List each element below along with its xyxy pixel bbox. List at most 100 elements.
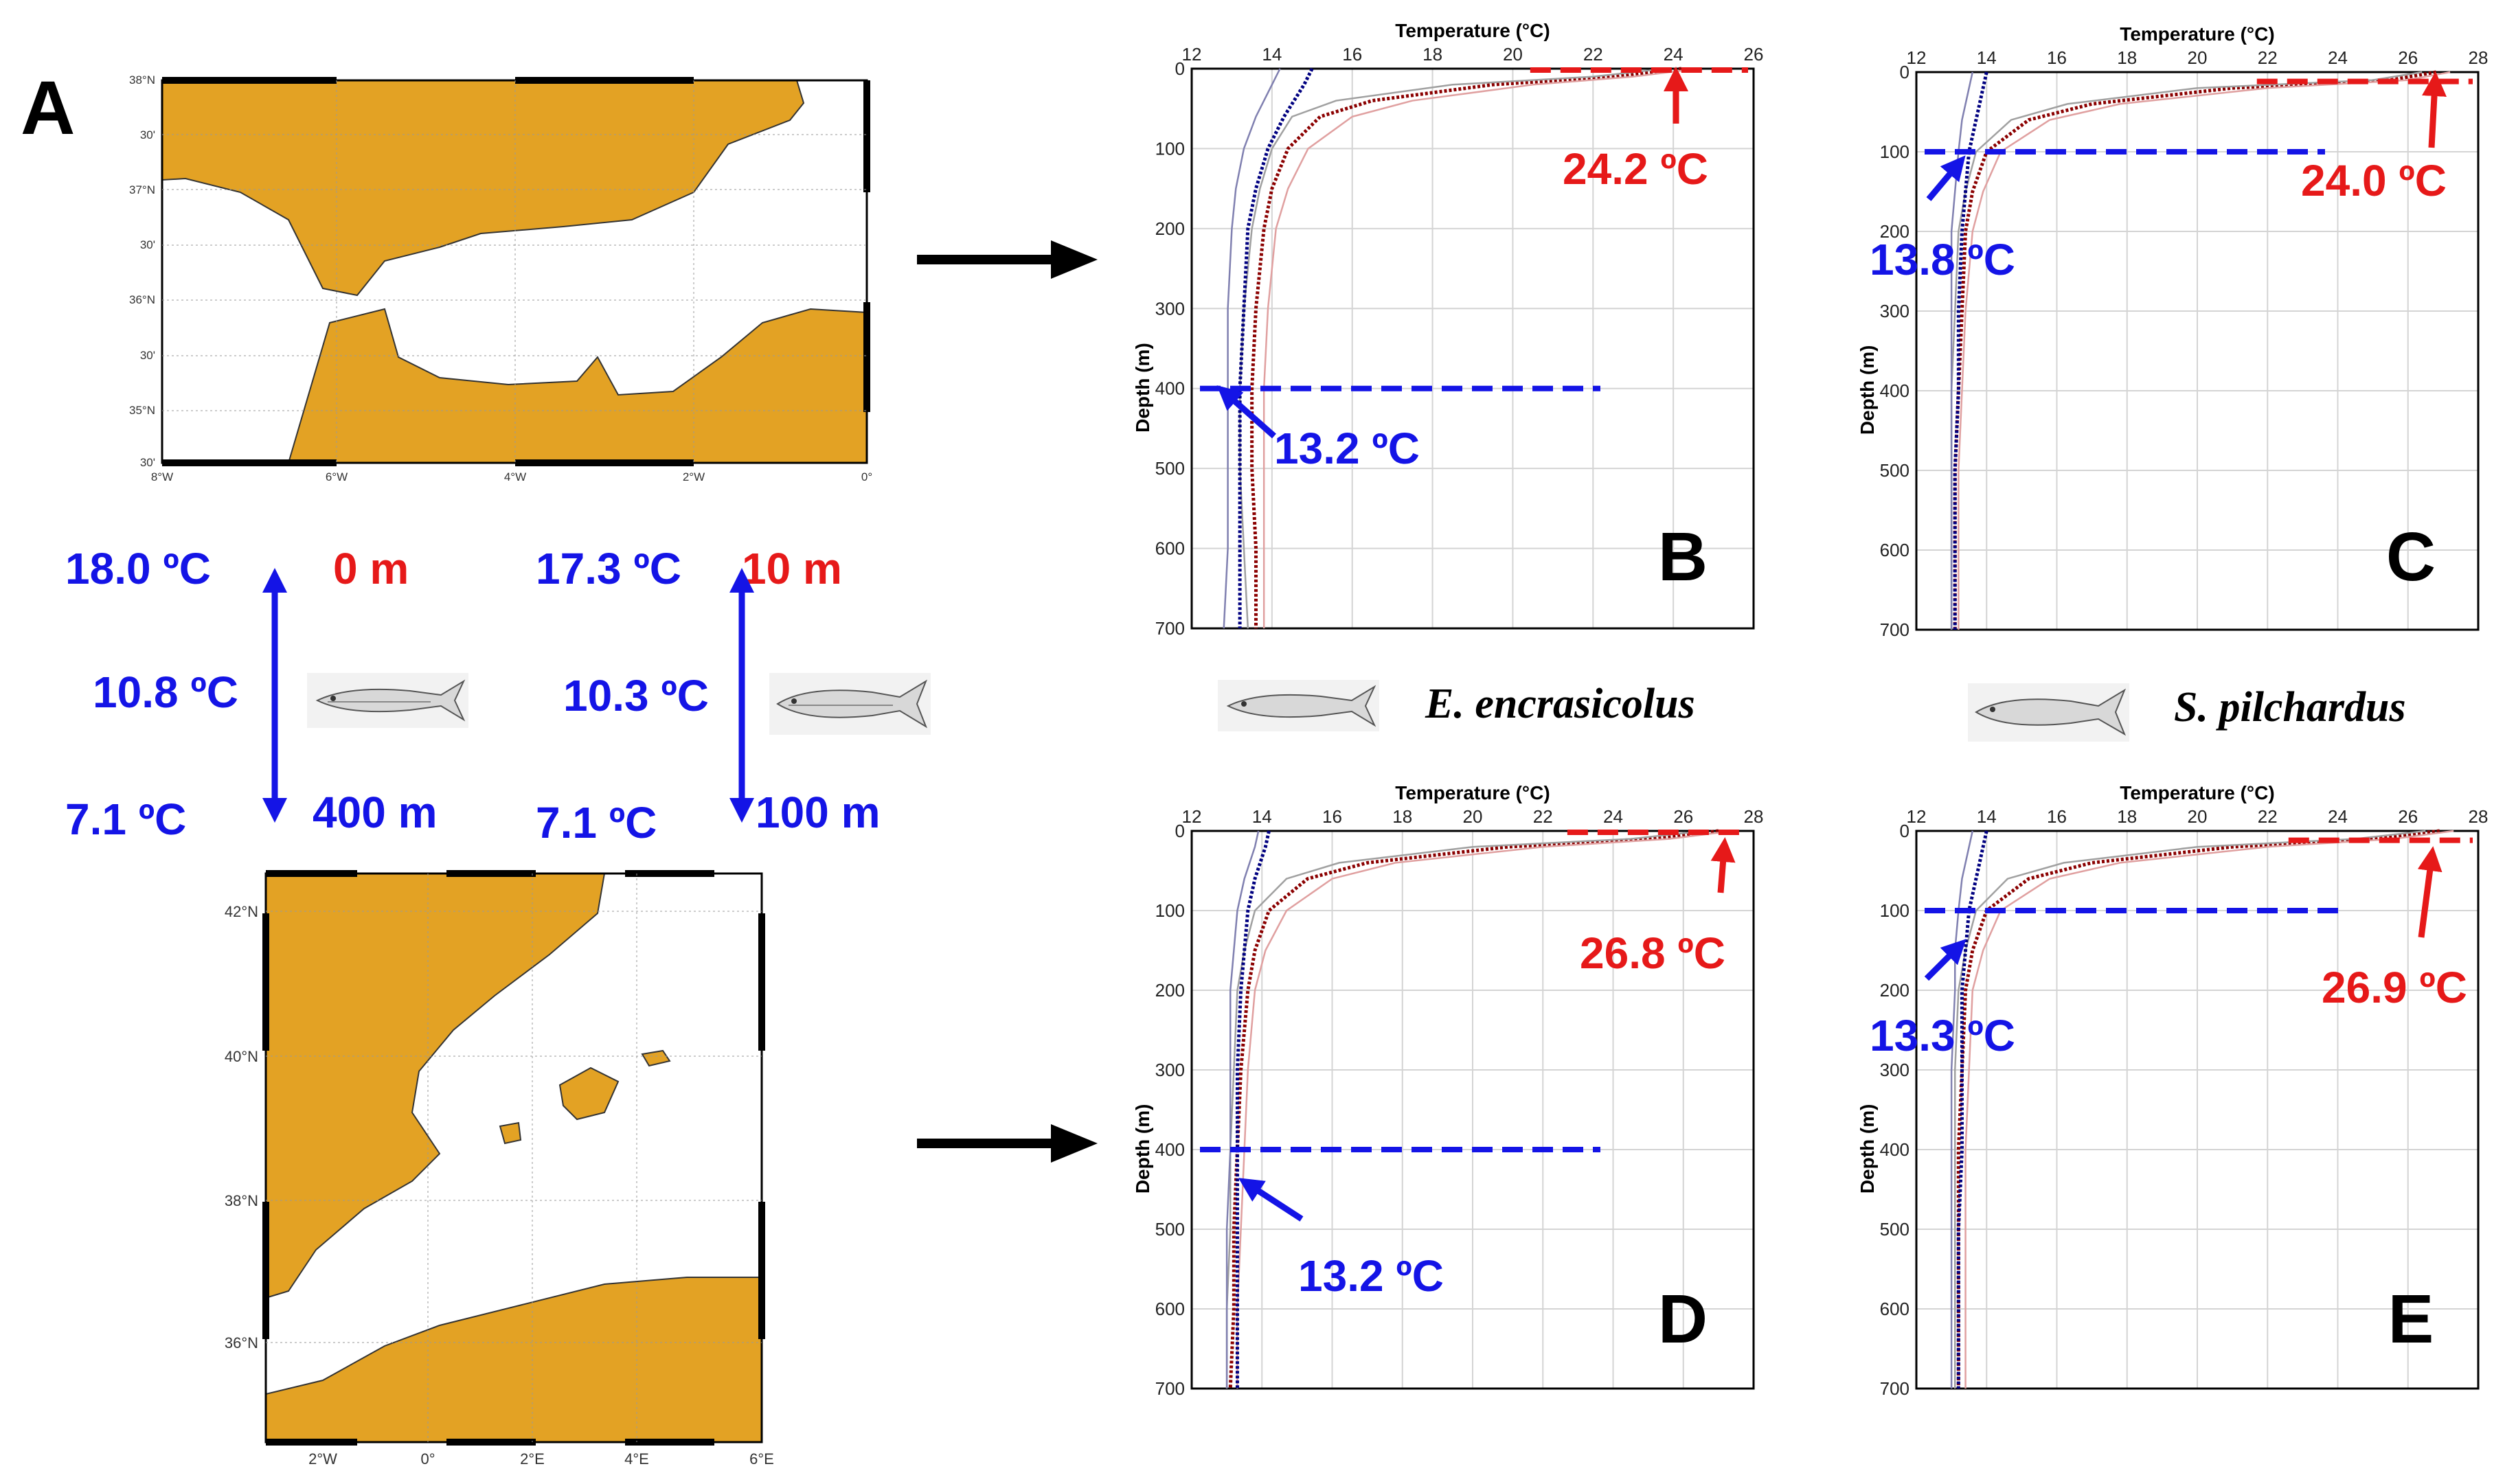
legend-sardine: 17.3 ºC 10 m 10.3 ºC 7.1 ºC 100 m <box>536 544 880 847</box>
y-tick-label: 300 <box>1155 298 1185 319</box>
x-tick-label: 14 <box>1262 44 1282 65</box>
map-top-lon-label: 2°W <box>683 470 705 483</box>
x-tick-label: 18 <box>2117 806 2137 827</box>
y-tick-label: 700 <box>1880 619 1909 640</box>
map-top-lon-label: 0° <box>861 470 872 483</box>
map-top-lat-label: 30' <box>140 238 155 251</box>
map-top-lon-label: 6°W <box>326 470 348 483</box>
panel-letter-a: A <box>21 66 75 150</box>
x-axis-label: Temperature (°C) <box>2120 782 2274 803</box>
y-tick-label: 700 <box>1880 1378 1909 1399</box>
y-tick-label: 0 <box>1175 821 1185 841</box>
map-bottom-lon-label: 2°E <box>520 1450 545 1468</box>
x-tick-label: 28 <box>1744 806 1764 827</box>
profile-panel-b: 12 14 16 18 20 22 24 26 0 100 200 300 400 500 600 700 Te… <box>1132 20 1763 639</box>
min-temp-label: 13.3 ºC <box>1870 1011 2015 1060</box>
species-name-sardine: S. pilchardus <box>2174 684 2406 731</box>
x-tick-label: 20 <box>1463 806 1483 827</box>
min-temp-arrow <box>1926 155 1966 201</box>
map-bottom-lon-label: 2°W <box>308 1450 337 1468</box>
y-axis-label: Depth (m) <box>1132 1104 1153 1194</box>
x-tick-label: 14 <box>1252 806 1272 827</box>
min-temp-label: 13.2 ºC <box>1298 1251 1444 1301</box>
series-line-clim-mean <box>1235 830 1271 1389</box>
y-tick-label: 100 <box>1880 900 1909 921</box>
anchovy-top-depth: 0 m <box>333 544 409 593</box>
y-tick-label: 700 <box>1155 618 1185 639</box>
series-line-clim-lower <box>1225 830 1260 1389</box>
min-temp-arrow <box>1924 939 1966 981</box>
x-tick-label: 16 <box>2047 806 2067 827</box>
x-tick-label: 16 <box>1322 806 1342 827</box>
x-tick-label: 20 <box>2188 806 2208 827</box>
x-axis-label: Temperature (°C) <box>2120 23 2274 45</box>
y-tick-label: 100 <box>1155 138 1185 159</box>
map-top: A 38°N 30' 37°N 30' 36°N 30' 35°N 30' 8 <box>21 66 872 483</box>
species-label-anchovy: E. encrasicolus <box>1218 680 1695 731</box>
y-tick-label: 400 <box>1155 378 1185 399</box>
map-top-gridlines <box>162 80 867 463</box>
x-axis-label: Temperature (°C) <box>1395 20 1550 41</box>
x-tick-label: 16 <box>2047 47 2067 68</box>
max-temp-label: 26.9 ºC <box>2322 963 2467 1012</box>
series-line-mean <box>1250 67 1682 628</box>
sardine-mid-temp: 10.3 ºC <box>563 671 709 720</box>
map-bottom-lon-label: 4°E <box>624 1450 649 1468</box>
series-line-upper <box>1964 830 2454 1389</box>
map-top-frame-ticks <box>162 77 870 466</box>
panel-letter: E <box>2388 1281 2434 1358</box>
map-bottom-iberia <box>265 873 606 1299</box>
min-temp-arrow <box>1216 385 1276 439</box>
series-line-upper <box>1958 71 2451 630</box>
map-top-africa <box>287 308 868 464</box>
y-tick-label: 100 <box>1155 900 1185 921</box>
sardine-top-temp: 17.3 ºC <box>536 544 681 593</box>
y-tick-label: 500 <box>1880 460 1909 481</box>
x-tick-label: 12 <box>1182 806 1202 827</box>
x-tick-label: 26 <box>1673 806 1693 827</box>
y-tick-label: 500 <box>1155 458 1185 479</box>
y-tick-label: 600 <box>1155 1299 1185 1319</box>
anchovy-top-temp: 18.0 ºC <box>65 544 211 593</box>
y-tick-label: 300 <box>1880 301 1909 321</box>
x-axis-label: Temperature (°C) <box>1395 782 1550 803</box>
y-tick-label: 200 <box>1155 218 1185 239</box>
map-bottom-ibiza <box>499 1121 522 1145</box>
sardine-icon <box>769 673 931 735</box>
y-axis-label: Depth (m) <box>1132 343 1153 433</box>
y-axis-label: Depth (m) <box>1857 1104 1878 1194</box>
min-temp-label: 13.2 ºC <box>1274 424 1420 473</box>
y-tick-label: 0 <box>1900 62 1909 82</box>
x-tick-label: 22 <box>1583 44 1603 65</box>
series-line-clim-lower <box>1223 68 1281 629</box>
x-tick-label: 14 <box>1977 47 1997 68</box>
y-axis-label: Depth (m) <box>1857 345 1878 435</box>
x-tick-label: 24 <box>2328 806 2348 827</box>
anchovy-bottom-depth: 400 m <box>313 788 437 837</box>
y-tick-label: 600 <box>1155 538 1185 559</box>
map-top-lat-label: 30' <box>140 128 155 141</box>
map-top-lon-label: 4°W <box>504 470 526 483</box>
map-top-frame <box>161 79 868 464</box>
map-bottom-lat-label: 40°N <box>225 1048 258 1065</box>
map-top-lat-label: 37°N <box>129 183 155 196</box>
y-tick-label: 400 <box>1880 380 1909 401</box>
sardine-icon <box>1968 683 2129 742</box>
y-tick-label: 500 <box>1880 1219 1909 1240</box>
y-tick-label: 200 <box>1880 221 1909 242</box>
x-tick-label: 26 <box>2398 47 2418 68</box>
species-label-sardine: S. pilchardus <box>1968 683 2406 742</box>
anchovy-mid-temp: 10.8 ºC <box>93 667 238 717</box>
x-tick-label: 24 <box>1603 806 1623 827</box>
series-line-mean <box>1228 829 1719 1389</box>
map-top-lat-label: 36°N <box>129 293 155 306</box>
max-temp-arrow <box>2422 71 2447 148</box>
max-temp-label: 24.2 ºC <box>1563 144 1708 194</box>
arrow-to-d <box>917 1124 1098 1163</box>
min-temp-arrow <box>1238 1178 1304 1222</box>
panel-letter: B <box>1658 518 1708 595</box>
plot-frame <box>1915 71 2480 631</box>
map-bottom-menorca <box>641 1049 671 1067</box>
y-tick-label: 700 <box>1155 1378 1185 1399</box>
